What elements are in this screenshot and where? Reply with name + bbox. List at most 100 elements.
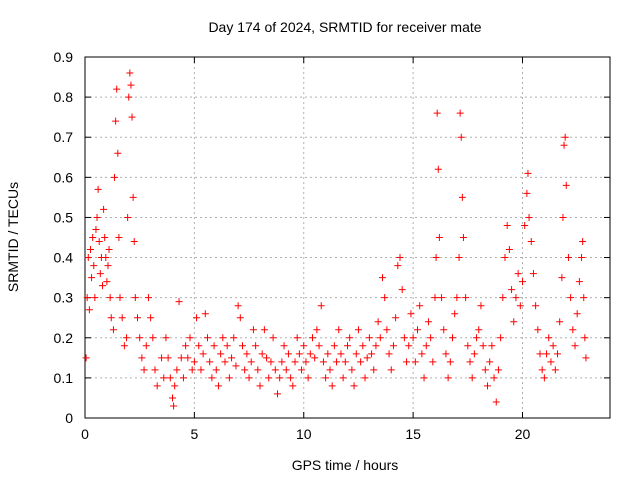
data-point (346, 334, 354, 342)
data-point (99, 282, 106, 290)
data-point (365, 334, 373, 342)
data-point (521, 221, 529, 229)
data-point (256, 382, 264, 390)
data-point (559, 213, 567, 221)
data-point (91, 294, 99, 302)
data-point (354, 326, 362, 334)
data-point (368, 350, 376, 358)
data-point (144, 294, 152, 302)
data-point (540, 374, 548, 382)
data-point (543, 350, 551, 358)
data-point (328, 382, 336, 390)
data-point (455, 254, 463, 262)
data-point (138, 354, 146, 362)
data-point (104, 262, 112, 270)
data-point (556, 318, 564, 326)
data-point (243, 350, 251, 358)
data-point (265, 374, 273, 382)
data-point (357, 358, 365, 366)
data-point (101, 234, 109, 241)
data-point (344, 342, 351, 350)
data-point (151, 366, 159, 374)
data-point (524, 169, 532, 177)
data-point (116, 294, 124, 302)
data-point (432, 254, 440, 262)
data-point (414, 326, 421, 334)
data-point (95, 238, 103, 246)
data-point (83, 294, 91, 302)
data-point (444, 374, 452, 382)
data-point (223, 342, 231, 350)
data-point (219, 334, 227, 342)
data-point (446, 358, 454, 366)
data-point (503, 221, 511, 229)
data-point (302, 358, 310, 366)
data-point (188, 366, 196, 374)
data-point (486, 358, 494, 366)
chart-title: Day 174 of 2024, SRMTID for receiver mat… (208, 19, 481, 35)
data-point (527, 238, 535, 246)
data-point (309, 334, 316, 342)
data-point (571, 342, 579, 350)
data-point (564, 254, 572, 262)
data-point (160, 374, 168, 382)
data-point (376, 334, 384, 342)
data-point (462, 294, 470, 302)
data-point (575, 278, 583, 286)
data-point (470, 350, 478, 358)
data-point (171, 382, 179, 390)
y-tick-label: 0.4 (54, 250, 74, 266)
data-point (206, 358, 214, 366)
data-point (383, 326, 391, 334)
ticks: 0 0.1 0.2 0.3 0.4 0.5 0.6 0.7 0.8 0.9 0 5 10 15 20 (54, 49, 610, 442)
data-point (458, 193, 466, 201)
data-point (435, 234, 443, 241)
data-point (560, 141, 568, 149)
data-point (295, 350, 303, 358)
data-point (547, 358, 555, 366)
data-point (359, 342, 367, 350)
data-point (392, 314, 400, 322)
data-point (120, 342, 128, 350)
data-point (169, 394, 176, 402)
data-point (82, 354, 90, 362)
data-point (578, 254, 586, 262)
data-point (140, 366, 148, 374)
y-tick-label: 0.8 (54, 89, 74, 105)
data-point (532, 302, 540, 310)
data-point (214, 382, 222, 390)
data-point (385, 350, 393, 358)
data-point (204, 334, 211, 342)
data-point (300, 342, 308, 350)
data-point (434, 165, 442, 173)
data-point (387, 366, 395, 374)
data-point (182, 342, 190, 350)
data-point (468, 374, 476, 382)
data-point (184, 354, 192, 362)
data-point (93, 213, 101, 221)
data-point (199, 350, 207, 358)
data-point (280, 342, 288, 350)
data-point (241, 366, 249, 374)
data-point (341, 358, 349, 366)
data-point (193, 314, 201, 322)
data-point (438, 294, 446, 302)
data-point (158, 354, 166, 362)
data-point (263, 354, 271, 362)
data-point (195, 342, 203, 350)
data-point (298, 366, 306, 374)
data-point (102, 254, 110, 262)
data-point (234, 302, 242, 310)
data-point (398, 286, 406, 294)
data-point (276, 374, 284, 382)
data-point (291, 358, 299, 366)
y-tick-label: 0.3 (54, 290, 74, 306)
data-point (374, 318, 382, 326)
grid (85, 57, 610, 418)
data-point (567, 294, 575, 302)
data-point (212, 366, 220, 374)
data-point (201, 310, 209, 318)
data-point (177, 354, 185, 362)
data-point (339, 374, 347, 382)
